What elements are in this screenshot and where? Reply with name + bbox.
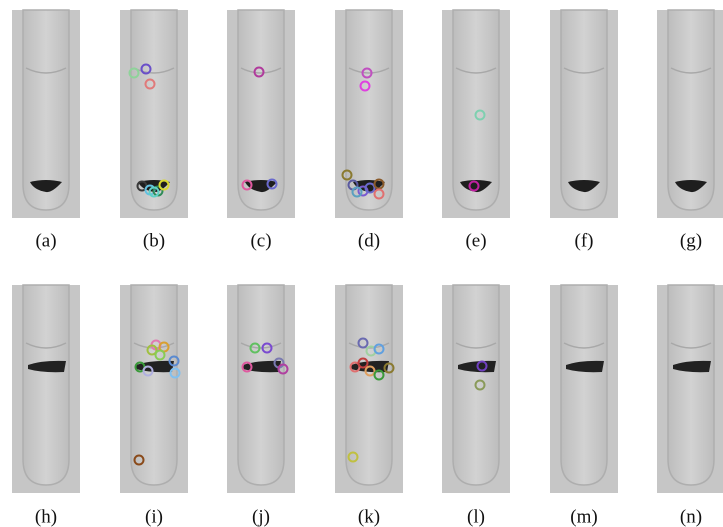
panel [442,10,510,218]
tube [238,285,284,485]
panel [227,10,295,218]
panel [12,285,80,493]
panel-label: (h) [35,506,57,527]
panel [120,10,188,218]
panel [12,10,80,218]
panel-label: (i) [145,506,163,527]
panel-label: (a) [35,230,56,251]
panel-grid: (a) (b) (c) (d) (e) (f) (g) (h) (i) (j) (k) (l) (m) (… [12,10,723,527]
panel-label: (j) [252,506,270,527]
panel [335,285,403,493]
panel-label: (e) [465,230,486,251]
panel [335,10,403,218]
panel-label: (f) [575,230,594,251]
panel-label: (l) [467,506,485,527]
panel-label: (k) [358,506,380,527]
panel-label: (d) [358,230,380,251]
panel [657,285,723,493]
panel [120,285,188,493]
panel-label: (g) [680,230,702,251]
panel [442,285,510,493]
panel [657,10,723,218]
panel-label: (b) [143,230,165,251]
panel-label: (c) [250,230,271,251]
tube [346,285,392,485]
tube [668,285,714,485]
panel [550,285,618,493]
tube [561,285,607,485]
panel [227,285,295,493]
tube [23,285,69,485]
panel [550,10,618,218]
panel-label: (n) [680,506,702,527]
figure: (a) (b) (c) (d) (e) (f) (g) (h) (i) (j) (k) (l) (m) (… [0,0,723,527]
panel-label: (m) [570,506,597,527]
